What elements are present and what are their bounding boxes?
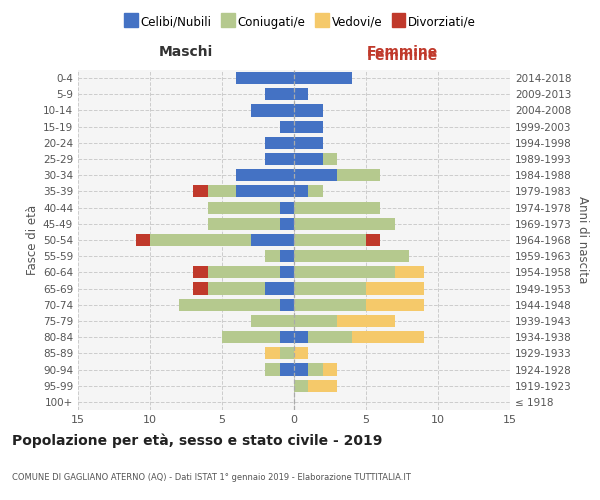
Bar <box>308 364 323 376</box>
Bar <box>236 186 294 198</box>
Bar <box>280 266 294 278</box>
Bar <box>294 331 308 343</box>
Bar <box>193 282 208 294</box>
Bar <box>308 380 337 392</box>
Bar <box>208 186 236 198</box>
Bar <box>294 282 366 294</box>
Bar <box>280 202 294 213</box>
Bar <box>294 348 308 360</box>
Bar <box>265 137 294 149</box>
Text: COMUNE DI GAGLIANO ATERNO (AQ) - Dati ISTAT 1° gennaio 2019 - Elaborazione TUTTI: COMUNE DI GAGLIANO ATERNO (AQ) - Dati IS… <box>12 473 411 482</box>
Bar <box>222 331 280 343</box>
Bar <box>294 153 323 165</box>
Bar <box>366 234 380 246</box>
Bar <box>308 331 352 343</box>
Bar <box>208 202 280 213</box>
Bar <box>294 364 308 376</box>
Bar <box>366 298 424 311</box>
Bar <box>366 282 424 294</box>
Bar <box>280 120 294 132</box>
Bar <box>265 153 294 165</box>
Legend: Celibi/Nubili, Coniugati/e, Vedovi/e, Divorziati/e: Celibi/Nubili, Coniugati/e, Vedovi/e, Di… <box>119 11 481 34</box>
Bar <box>236 169 294 181</box>
Bar <box>294 315 337 327</box>
Bar <box>265 364 280 376</box>
Bar <box>280 364 294 376</box>
Bar <box>294 169 337 181</box>
Bar <box>280 218 294 230</box>
Bar <box>294 218 395 230</box>
Text: Popolazione per età, sesso e stato civile - 2019: Popolazione per età, sesso e stato civil… <box>12 434 382 448</box>
Bar <box>265 282 294 294</box>
Bar <box>265 250 280 262</box>
Bar <box>208 282 265 294</box>
Bar <box>251 315 294 327</box>
Bar <box>395 266 424 278</box>
Y-axis label: Fasce di età: Fasce di età <box>26 205 39 275</box>
Bar <box>308 186 323 198</box>
Bar <box>323 153 337 165</box>
Text: Femmine: Femmine <box>367 44 437 59</box>
Bar <box>150 234 251 246</box>
Bar <box>280 298 294 311</box>
Bar <box>294 72 352 84</box>
Bar <box>179 298 280 311</box>
Bar <box>323 364 337 376</box>
Bar <box>193 186 208 198</box>
Bar <box>136 234 150 246</box>
Bar <box>280 348 294 360</box>
Bar <box>352 331 424 343</box>
Text: Femmine: Femmine <box>367 49 437 63</box>
Bar <box>294 104 323 117</box>
Bar <box>337 315 395 327</box>
Bar <box>294 137 323 149</box>
Bar <box>294 266 395 278</box>
Bar <box>208 218 280 230</box>
Bar <box>294 202 380 213</box>
Bar <box>236 72 294 84</box>
Bar <box>208 266 280 278</box>
Bar <box>193 266 208 278</box>
Bar <box>251 104 294 117</box>
Bar <box>280 250 294 262</box>
Bar <box>294 380 308 392</box>
Bar <box>294 120 323 132</box>
Bar <box>294 186 308 198</box>
Bar <box>294 250 409 262</box>
Bar <box>265 88 294 101</box>
Text: Maschi: Maschi <box>159 44 213 59</box>
Bar <box>251 234 294 246</box>
Bar <box>294 234 366 246</box>
Bar <box>294 88 308 101</box>
Bar <box>280 331 294 343</box>
Bar <box>265 348 280 360</box>
Bar <box>337 169 380 181</box>
Y-axis label: Anni di nascita: Anni di nascita <box>576 196 589 284</box>
Bar <box>294 298 366 311</box>
